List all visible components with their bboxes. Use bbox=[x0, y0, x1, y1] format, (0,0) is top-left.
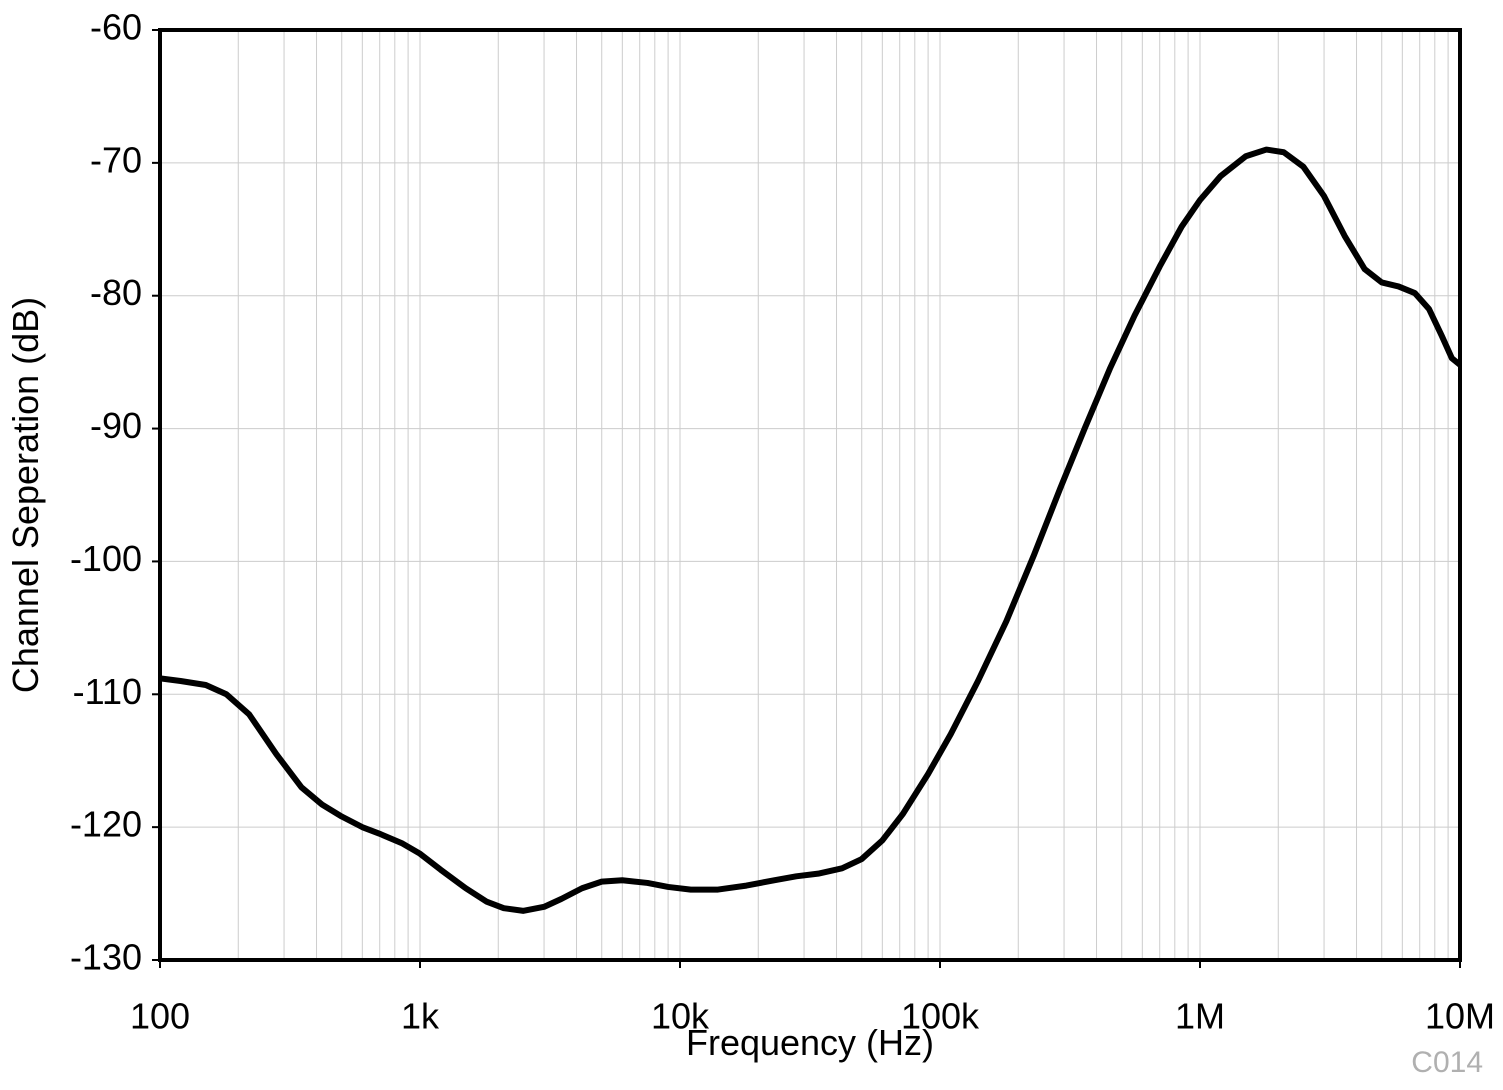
y-axis-label: Channel Seperation (dB) bbox=[5, 297, 46, 693]
y-tick-label: -60 bbox=[90, 7, 142, 48]
x-tick-label: 100 bbox=[130, 995, 190, 1036]
x-axis-label: Frequency (Hz) bbox=[686, 1022, 934, 1063]
x-tick-label: 10M bbox=[1425, 995, 1495, 1036]
figure-id: C014 bbox=[1411, 1046, 1483, 1079]
chart-svg: -130-120-110-100-90-80-70-601001k10k100k… bbox=[0, 0, 1503, 1090]
y-tick-label: -100 bbox=[70, 538, 142, 579]
line-chart: -130-120-110-100-90-80-70-601001k10k100k… bbox=[0, 0, 1503, 1090]
y-tick-label: -90 bbox=[90, 405, 142, 446]
y-tick-label: -130 bbox=[70, 937, 142, 978]
y-tick-label: -120 bbox=[70, 804, 142, 845]
y-tick-label: -70 bbox=[90, 139, 142, 180]
y-tick-label: -110 bbox=[73, 671, 142, 712]
x-tick-label: 1k bbox=[401, 995, 440, 1036]
x-tick-label: 1M bbox=[1175, 995, 1225, 1036]
y-tick-label: -80 bbox=[90, 272, 142, 313]
